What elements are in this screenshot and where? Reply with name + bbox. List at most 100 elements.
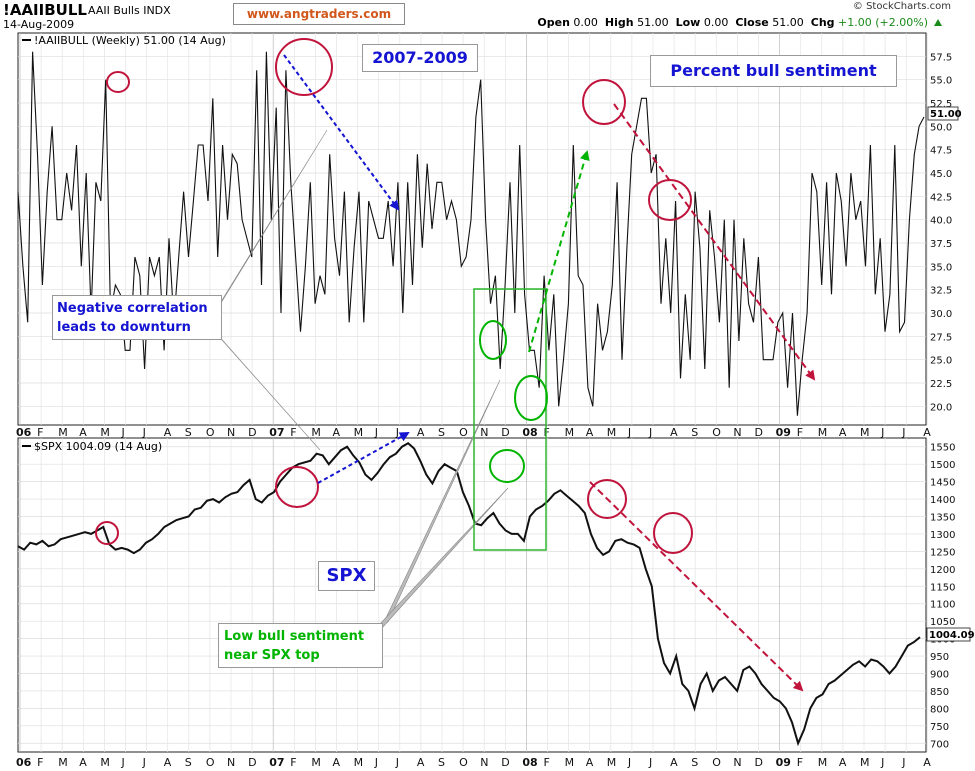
top-x-tick-labels: 06 F M A M J J A S O N D 07 F M A M J J A S O N D 08 F M A M J J A S O N D 0… bbox=[16, 426, 931, 439]
xlabels-bot-label: 08 bbox=[522, 756, 537, 769]
xlabels-bot-label: M bbox=[607, 756, 617, 769]
xlabels-top-label: D bbox=[501, 426, 509, 439]
xlabels-bot-label: S bbox=[691, 756, 698, 769]
xlabels-top-label: O bbox=[712, 426, 721, 439]
xlabels-bot-label: M bbox=[354, 756, 364, 769]
xlabels-top-label: N bbox=[480, 426, 488, 439]
red-circle-spx-2006 bbox=[95, 521, 119, 545]
high-label: High bbox=[604, 16, 634, 29]
top-y-tick-label: 57.5 bbox=[930, 52, 952, 63]
xlabels-bot-label: F bbox=[797, 756, 803, 769]
spx-label-box: SPX bbox=[318, 561, 375, 591]
red-arrow-bottom bbox=[589, 481, 804, 692]
bottom-y-tick-label: 1550 bbox=[930, 443, 955, 454]
green-circle-jan08 bbox=[514, 375, 548, 421]
chg-label: Chg bbox=[810, 16, 835, 29]
bottom-y-tick-label: 1350 bbox=[930, 513, 955, 524]
bottom-y-tick-label: 1300 bbox=[930, 530, 955, 541]
xlabels-bot-label: J bbox=[395, 756, 399, 769]
xlabels-bot-label: A bbox=[670, 756, 678, 769]
bottom-grid bbox=[18, 446, 926, 744]
xlabels-top-label: N bbox=[733, 426, 741, 439]
xlabels-bot-label: D bbox=[755, 756, 763, 769]
xlabels-bot-label: M bbox=[565, 756, 575, 769]
close-value: 51.00 bbox=[772, 16, 804, 29]
xlabels-top-label: 07 bbox=[269, 426, 284, 439]
bottom-x-grid bbox=[19, 438, 928, 752]
bottom-y-tick-label: 1400 bbox=[930, 495, 955, 506]
xlabels-top-label: S bbox=[438, 426, 445, 439]
xlabels-bot-label: M bbox=[100, 756, 110, 769]
callout-pointer-low-upper bbox=[382, 379, 501, 625]
bottom-y-tick-label: 1200 bbox=[930, 565, 955, 576]
top-y-tick-label: 55.0 bbox=[930, 76, 952, 87]
blue-arrow-bottom bbox=[317, 432, 410, 484]
top-y-tick-label: 47.5 bbox=[930, 146, 952, 157]
xlabels-bot-label: F bbox=[37, 756, 43, 769]
xlabels-top-label: J bbox=[121, 426, 125, 439]
bottom-y-tick-label: 1450 bbox=[930, 478, 955, 489]
xlabels-bot-label: M bbox=[311, 756, 321, 769]
bottom-legend: $SPX 1004.09 (14 Aug) bbox=[22, 440, 162, 453]
xlabels-top-label: J bbox=[142, 426, 146, 439]
xlabels-top-label: 06 bbox=[16, 426, 32, 439]
xlabels-bot-label: A bbox=[586, 756, 594, 769]
credit-text: © StockCharts.com bbox=[852, 1, 951, 12]
xlabels-bot-label: N bbox=[733, 756, 741, 769]
bottom-last-value-text: 1004.09 bbox=[929, 630, 975, 641]
bottom-y-tick-label: 1050 bbox=[930, 617, 955, 628]
blue-arrow-top bbox=[283, 54, 400, 211]
bottom-y-tick-label: 1100 bbox=[930, 600, 955, 611]
watermark-link[interactable]: www.angtraders.com bbox=[233, 3, 405, 25]
top-y-tick-label: 32.5 bbox=[930, 286, 952, 297]
xlabels-bot-label: J bbox=[142, 756, 146, 769]
xlabels-top-label: S bbox=[691, 426, 698, 439]
xlabels-bot-label: A bbox=[923, 756, 931, 769]
xlabels-top-label: A bbox=[164, 426, 172, 439]
xlabels-top-label: J bbox=[880, 426, 884, 439]
bottom-y-tick-label: 750 bbox=[930, 722, 949, 733]
bottom-last-value: 1004.09 bbox=[926, 627, 975, 642]
xlabels-bot-label: S bbox=[438, 756, 445, 769]
xlabels-bot-label: J bbox=[121, 756, 125, 769]
xlabels-top-label: A bbox=[333, 426, 341, 439]
percent-bull-box: Percent bull sentiment bbox=[650, 55, 897, 87]
top-y-tick-label: 45.0 bbox=[930, 169, 952, 180]
low-label: Low bbox=[675, 16, 701, 29]
range-label: 2007-2009 bbox=[372, 48, 468, 67]
xlabels-top-label: A bbox=[670, 426, 678, 439]
low-bull-line1: Low bull sentiment bbox=[224, 629, 365, 644]
low-bull-line2: near SPX top bbox=[224, 648, 320, 663]
high-value: 51.00 bbox=[637, 16, 669, 29]
xlabels-bot-label: M bbox=[58, 756, 67, 769]
xlabels-top-label: J bbox=[901, 426, 905, 439]
xlabels-bot-label: A bbox=[839, 756, 847, 769]
xlabels-top-label: F bbox=[37, 426, 43, 439]
top-y-tick-label: 37.5 bbox=[930, 239, 952, 250]
green-circle-spx-dec07 bbox=[489, 449, 525, 483]
percent-bull-label: Percent bull sentiment bbox=[670, 61, 877, 80]
open-label: Open bbox=[537, 16, 570, 29]
negative-correlation-line1: Negative correlation bbox=[57, 301, 208, 316]
red-circle-spx-aug08 bbox=[653, 512, 693, 554]
xlabels-bot-label: O bbox=[459, 756, 468, 769]
top-y-ticks: 57.5 55.0 52.5 50.0 47.5 45.0 42.5 40.0 37.5 35.0… bbox=[930, 52, 952, 413]
xlabels-top-label: J bbox=[374, 426, 378, 439]
xlabels-top-label: M bbox=[818, 426, 828, 439]
xlabels-bot-label: 09 bbox=[776, 756, 791, 769]
top-panel-frame bbox=[17, 32, 927, 426]
xlabels-bot-label: A bbox=[79, 756, 87, 769]
xlabels-bot-label: F bbox=[290, 756, 296, 769]
xlabels-top-label: J bbox=[627, 426, 631, 439]
red-circle-2007-peak bbox=[275, 38, 333, 96]
negative-correlation-box: Negative correlation leads to downturn bbox=[52, 295, 222, 340]
chg-value: +1.00 (+2.00%) bbox=[838, 16, 928, 29]
xlabels-top-label: 08 bbox=[522, 426, 537, 439]
symbol-description: AAII Bulls INDX bbox=[88, 4, 171, 17]
low-value: 0.00 bbox=[703, 16, 729, 29]
top-y-tick-label: 50.0 bbox=[930, 122, 952, 133]
xlabels-top-label: N bbox=[227, 426, 235, 439]
bottom-x-tick-labels: 06 F M A M J J A S O N D 07 F M A M J J A S O N D 08 F M A M J J A S O N D 0… bbox=[16, 756, 931, 769]
xlabels-bot-label: 07 bbox=[269, 756, 284, 769]
negative-correlation-line2: leads to downturn bbox=[57, 320, 191, 335]
